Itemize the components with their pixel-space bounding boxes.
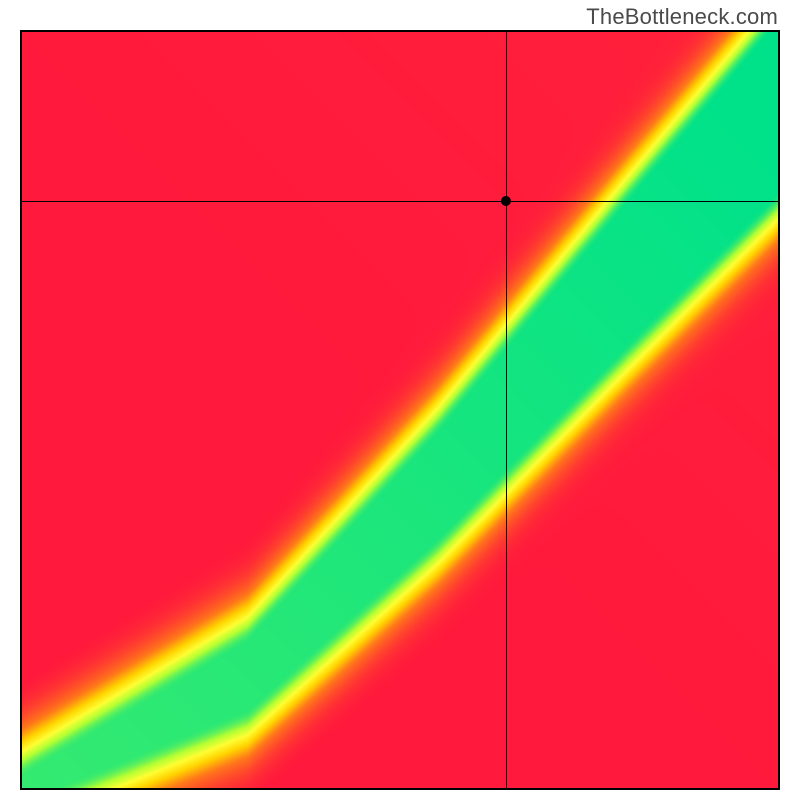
watermark-text: TheBottleneck.com (586, 4, 778, 30)
heatmap-plot (20, 30, 780, 790)
heatmap-canvas (20, 30, 780, 790)
